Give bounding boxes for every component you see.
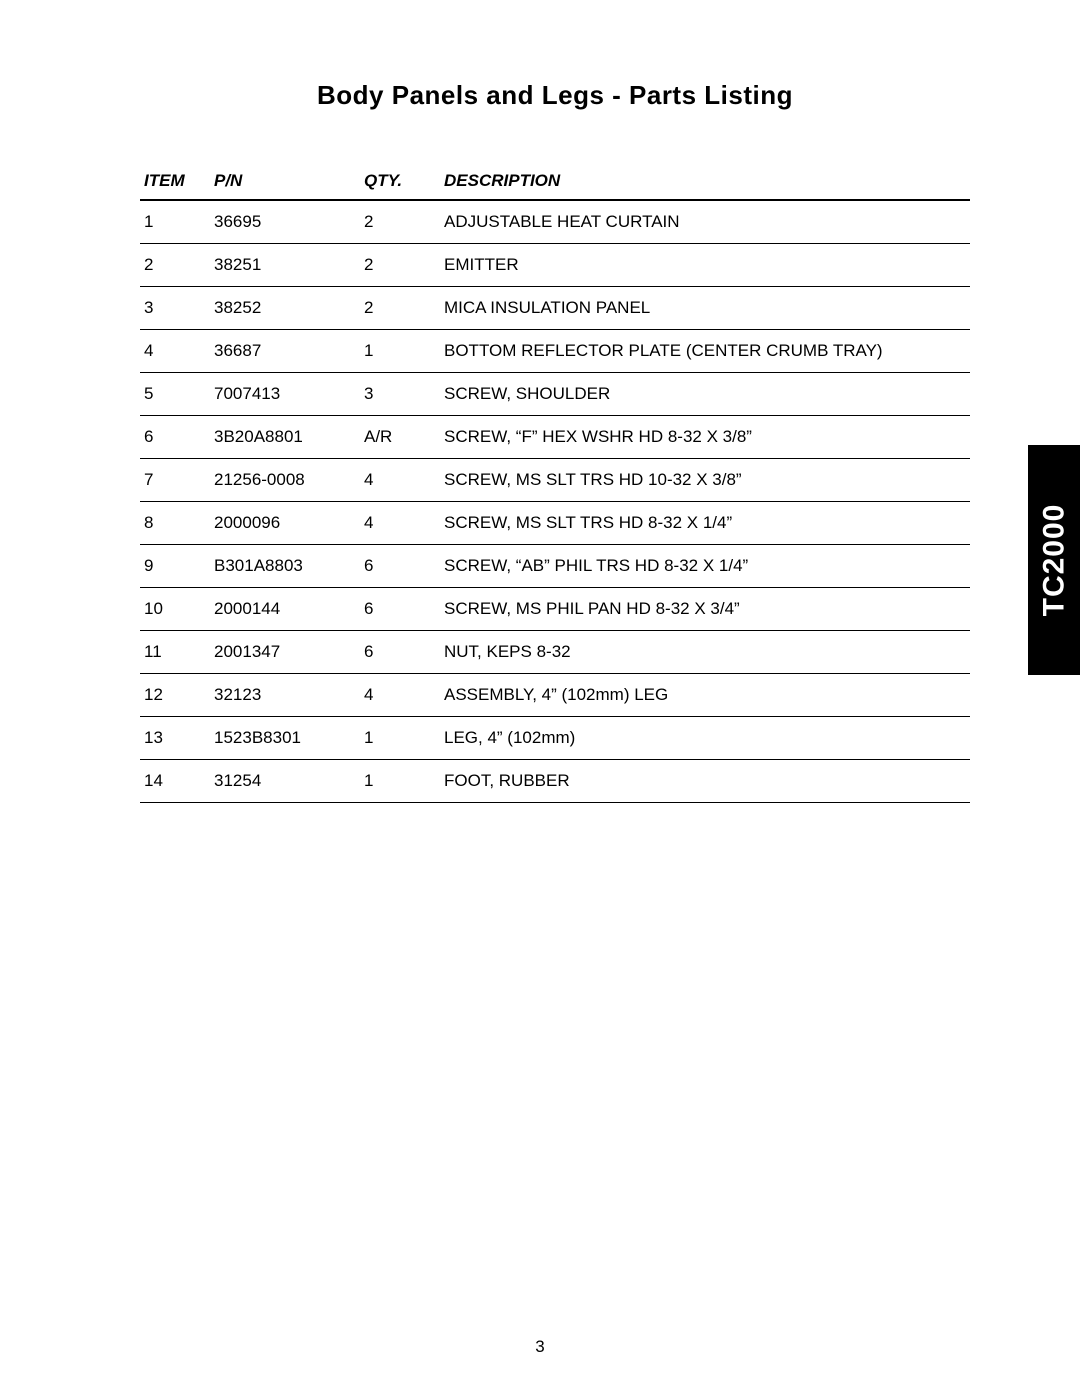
cell-qty: 2: [360, 244, 440, 287]
cell-description: BOTTOM REFLECTOR PLATE (CENTER CRUMB TRA…: [440, 330, 970, 373]
table-row: 1120013476NUT, KEPS 8-32: [140, 631, 970, 674]
cell-qty: 4: [360, 674, 440, 717]
cell-item: 2: [140, 244, 210, 287]
cell-pn: 32123: [210, 674, 360, 717]
cell-item: 11: [140, 631, 210, 674]
cell-description: SCREW, MS SLT TRS HD 10-32 X 3/8”: [440, 459, 970, 502]
cell-description: EMITTER: [440, 244, 970, 287]
cell-description: SCREW, SHOULDER: [440, 373, 970, 416]
cell-item: 3: [140, 287, 210, 330]
cell-description: SCREW, MS PHIL PAN HD 8-32 X 3/4”: [440, 588, 970, 631]
cell-description: SCREW, “F” HEX WSHR HD 8-32 X 3/8”: [440, 416, 970, 459]
cell-pn: 7007413: [210, 373, 360, 416]
cell-qty: 6: [360, 631, 440, 674]
cell-item: 5: [140, 373, 210, 416]
cell-description: LEG, 4” (102mm): [440, 717, 970, 760]
table-row: 820000964SCREW, MS SLT TRS HD 8-32 X 1/4…: [140, 502, 970, 545]
cell-qty: 2: [360, 287, 440, 330]
table-header-row: ITEM P/N QTY. DESCRIPTION: [140, 165, 970, 200]
cell-item: 14: [140, 760, 210, 803]
page-title: Body Panels and Legs - Parts Listing: [140, 80, 970, 111]
cell-item: 4: [140, 330, 210, 373]
cell-pn: 1523B8301: [210, 717, 360, 760]
cell-pn: 2000144: [210, 588, 360, 631]
cell-pn: 3B20A8801: [210, 416, 360, 459]
side-tab: TC2000: [1028, 445, 1080, 675]
table-row: 3382522MICA INSULATION PANEL: [140, 287, 970, 330]
table-row: 570074133SCREW, SHOULDER: [140, 373, 970, 416]
cell-pn: B301A8803: [210, 545, 360, 588]
cell-pn: 38252: [210, 287, 360, 330]
page-number: 3: [0, 1337, 1080, 1357]
cell-description: SCREW, “AB” PHIL TRS HD 8-32 X 1/4”: [440, 545, 970, 588]
cell-qty: 2: [360, 200, 440, 244]
cell-item: 8: [140, 502, 210, 545]
table-row: 1020001446SCREW, MS PHIL PAN HD 8-32 X 3…: [140, 588, 970, 631]
cell-item: 10: [140, 588, 210, 631]
cell-item: 13: [140, 717, 210, 760]
cell-description: FOOT, RUBBER: [440, 760, 970, 803]
table-row: 63B20A8801A/RSCREW, “F” HEX WSHR HD 8-32…: [140, 416, 970, 459]
cell-item: 6: [140, 416, 210, 459]
cell-qty: 4: [360, 502, 440, 545]
cell-qty: 4: [360, 459, 440, 502]
page-container: Body Panels and Legs - Parts Listing ITE…: [0, 0, 1080, 1397]
cell-pn: 2000096: [210, 502, 360, 545]
col-header-qty: QTY.: [360, 165, 440, 200]
table-row: 131523B83011LEG, 4” (102mm): [140, 717, 970, 760]
cell-pn: 38251: [210, 244, 360, 287]
cell-pn: 21256-0008: [210, 459, 360, 502]
table-row: 9B301A88036SCREW, “AB” PHIL TRS HD 8-32 …: [140, 545, 970, 588]
cell-description: MICA INSULATION PANEL: [440, 287, 970, 330]
table-row: 12321234ASSEMBLY, 4” (102mm) LEG: [140, 674, 970, 717]
cell-qty: A/R: [360, 416, 440, 459]
cell-pn: 2001347: [210, 631, 360, 674]
cell-qty: 6: [360, 545, 440, 588]
cell-description: NUT, KEPS 8-32: [440, 631, 970, 674]
table-row: 721256-00084SCREW, MS SLT TRS HD 10-32 X…: [140, 459, 970, 502]
table-body: 1366952ADJUSTABLE HEAT CURTAIN2382512EMI…: [140, 200, 970, 803]
cell-item: 9: [140, 545, 210, 588]
col-header-item: ITEM: [140, 165, 210, 200]
table-row: 1366952ADJUSTABLE HEAT CURTAIN: [140, 200, 970, 244]
cell-qty: 6: [360, 588, 440, 631]
parts-table: ITEM P/N QTY. DESCRIPTION 1366952ADJUSTA…: [140, 165, 970, 803]
cell-qty: 3: [360, 373, 440, 416]
col-header-desc: DESCRIPTION: [440, 165, 970, 200]
table-row: 4366871BOTTOM REFLECTOR PLATE (CENTER CR…: [140, 330, 970, 373]
cell-item: 7: [140, 459, 210, 502]
table-row: 14312541FOOT, RUBBER: [140, 760, 970, 803]
side-tab-label: TC2000: [1037, 504, 1071, 617]
table-row: 2382512EMITTER: [140, 244, 970, 287]
cell-pn: 31254: [210, 760, 360, 803]
cell-description: ADJUSTABLE HEAT CURTAIN: [440, 200, 970, 244]
col-header-pn: P/N: [210, 165, 360, 200]
cell-item: 12: [140, 674, 210, 717]
cell-qty: 1: [360, 717, 440, 760]
cell-description: SCREW, MS SLT TRS HD 8-32 X 1/4”: [440, 502, 970, 545]
cell-description: ASSEMBLY, 4” (102mm) LEG: [440, 674, 970, 717]
cell-qty: 1: [360, 330, 440, 373]
cell-qty: 1: [360, 760, 440, 803]
cell-item: 1: [140, 200, 210, 244]
cell-pn: 36695: [210, 200, 360, 244]
cell-pn: 36687: [210, 330, 360, 373]
